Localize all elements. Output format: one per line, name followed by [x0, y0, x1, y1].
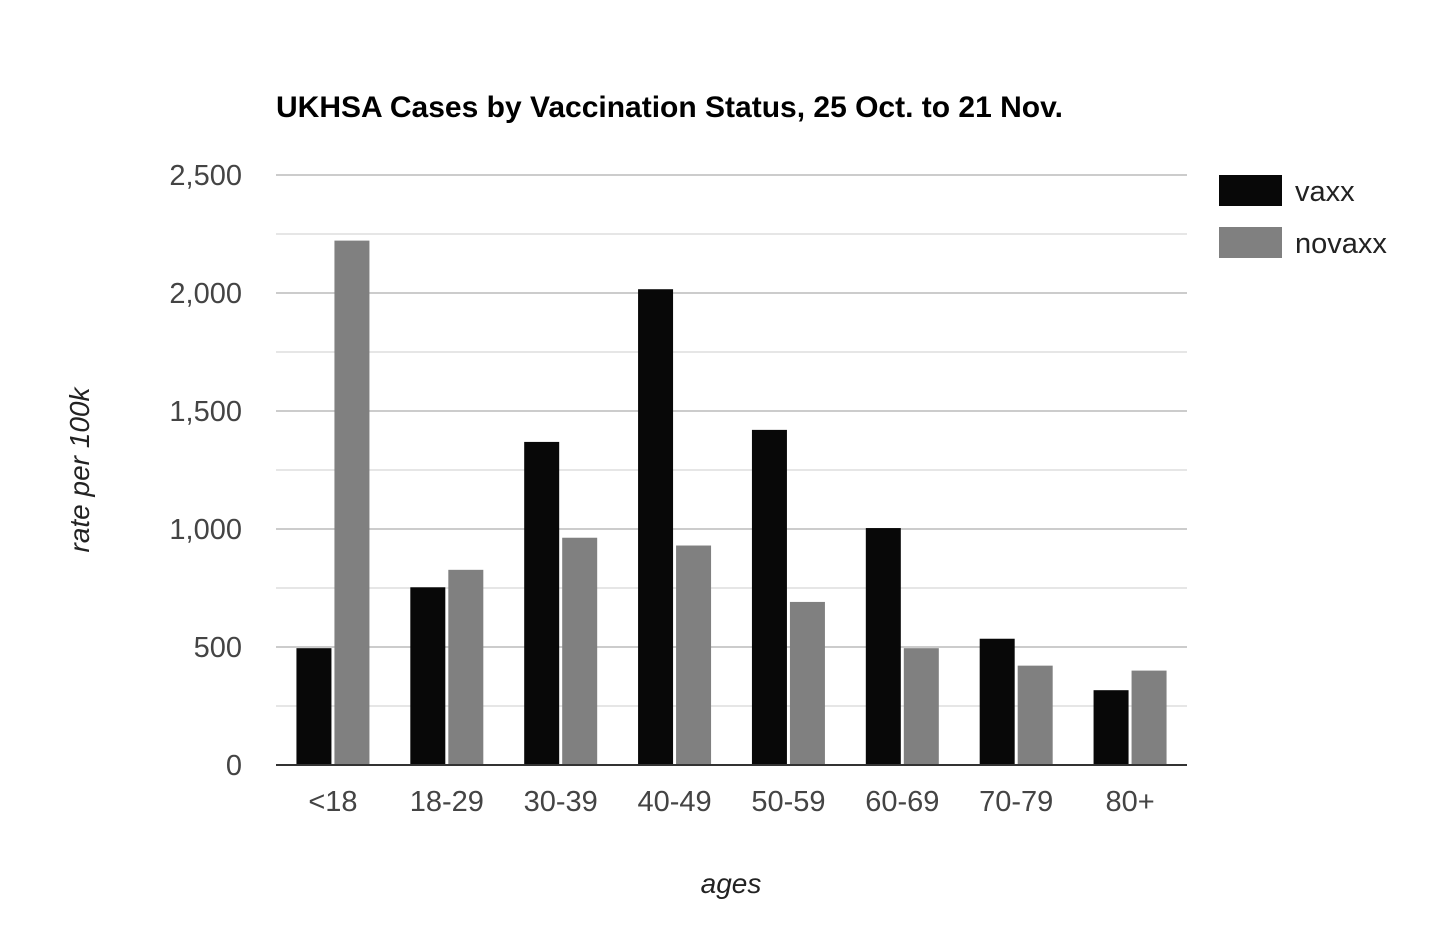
bar-novaxx-70-79: [1017, 665, 1053, 765]
bars: [296, 240, 1167, 765]
x-tick-label: 18-29: [410, 786, 484, 818]
x-tick-label: 30-39: [524, 786, 598, 818]
bar-novaxx-60-69: [903, 648, 939, 765]
bar-vaxx-60-69: [865, 528, 901, 765]
bar-novaxx-<18: [334, 240, 370, 765]
bar-vaxx-80+: [1093, 690, 1129, 765]
legend-label-novaxx: novaxx: [1295, 228, 1387, 260]
y-tick-label: 2,500: [169, 160, 242, 192]
y-tick-label: 1,000: [169, 514, 242, 546]
legend-swatch-vaxx: [1219, 175, 1282, 206]
bar-novaxx-18-29: [448, 569, 484, 765]
y-axis-label: rate per 100k: [64, 386, 95, 553]
bar-vaxx-30-39: [524, 441, 560, 765]
y-tick-label: 1,500: [169, 396, 242, 428]
bar-novaxx-50-59: [789, 601, 825, 765]
x-tick-label: 50-59: [751, 786, 825, 818]
x-tick-label: 70-79: [979, 786, 1053, 818]
bar-novaxx-40-49: [676, 545, 712, 765]
legend-swatch-novaxx: [1219, 227, 1282, 258]
x-tick-label: 40-49: [637, 786, 711, 818]
x-tick-label: 60-69: [865, 786, 939, 818]
x-tick-label: 80+: [1105, 786, 1154, 818]
bar-novaxx-80+: [1131, 670, 1167, 765]
y-tick-label: 2,000: [169, 278, 242, 310]
bar-vaxx-18-29: [410, 587, 446, 765]
bar-vaxx-50-59: [751, 429, 787, 765]
y-axis-ticks: 0 500 1,000 1,500 2,000 2,500: [169, 160, 242, 782]
legend-label-vaxx: vaxx: [1295, 176, 1355, 208]
bar-vaxx-<18: [296, 648, 332, 765]
x-tick-label: <18: [308, 786, 357, 818]
bar-novaxx-30-39: [562, 537, 598, 765]
chart-title: UKHSA Cases by Vaccination Status, 25 Oc…: [276, 91, 1063, 124]
x-axis-ticks: <18 18-29 30-39 40-49 50-59 60-69 70-79 80+: [308, 786, 1154, 818]
bar-vaxx-70-79: [979, 638, 1015, 765]
y-tick-label: 500: [194, 632, 242, 664]
bar-vaxx-40-49: [638, 289, 674, 765]
x-axis-label: ages: [701, 868, 762, 899]
legend: vaxx novaxx: [1219, 175, 1387, 260]
y-tick-label: 0: [226, 750, 242, 782]
